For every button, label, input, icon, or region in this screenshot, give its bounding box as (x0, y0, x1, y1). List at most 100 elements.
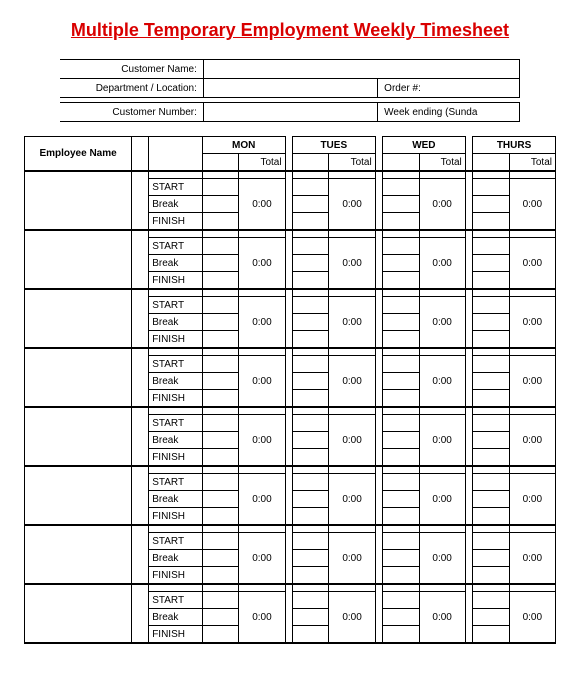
time-cell[interactable] (292, 356, 329, 373)
time-cell[interactable] (202, 567, 239, 585)
employee-name-cell[interactable] (25, 230, 132, 289)
time-cell[interactable] (473, 550, 510, 567)
time-cell[interactable] (292, 491, 329, 508)
employee-name-cell[interactable] (25, 348, 132, 407)
time-cell[interactable] (202, 626, 239, 644)
time-cell[interactable] (292, 550, 329, 567)
time-cell[interactable] (382, 491, 419, 508)
time-cell[interactable] (382, 474, 419, 491)
customer-name-value[interactable] (203, 60, 519, 79)
time-cell[interactable] (292, 415, 329, 432)
time-cell[interactable] (473, 297, 510, 314)
time-cell[interactable] (382, 609, 419, 626)
time-cell[interactable] (292, 567, 329, 585)
time-cell[interactable] (202, 432, 239, 449)
time-cell[interactable] (292, 474, 329, 491)
time-cell[interactable] (382, 213, 419, 231)
time-cell[interactable] (473, 373, 510, 390)
time-cell[interactable] (473, 238, 510, 255)
time-cell[interactable] (202, 592, 239, 609)
employee-name-cell[interactable] (25, 466, 132, 525)
time-cell[interactable] (292, 390, 329, 408)
time-cell[interactable] (202, 474, 239, 491)
time-cell[interactable] (473, 567, 510, 585)
time-cell[interactable] (382, 297, 419, 314)
time-cell[interactable] (382, 508, 419, 526)
time-cell[interactable] (473, 508, 510, 526)
time-cell[interactable] (202, 272, 239, 290)
time-cell[interactable] (473, 390, 510, 408)
time-cell[interactable] (202, 179, 239, 196)
time-cell[interactable] (292, 508, 329, 526)
time-cell[interactable] (473, 474, 510, 491)
time-cell[interactable] (292, 432, 329, 449)
time-cell[interactable] (382, 272, 419, 290)
time-cell[interactable] (382, 567, 419, 585)
time-cell[interactable] (473, 533, 510, 550)
time-cell[interactable] (473, 449, 510, 467)
time-cell[interactable] (473, 415, 510, 432)
time-cell[interactable] (473, 179, 510, 196)
employee-name-cell[interactable] (25, 289, 132, 348)
time-cell[interactable] (382, 533, 419, 550)
time-cell[interactable] (473, 331, 510, 349)
time-cell[interactable] (202, 213, 239, 231)
time-cell[interactable] (202, 297, 239, 314)
time-cell[interactable] (292, 272, 329, 290)
time-cell[interactable] (202, 238, 239, 255)
order-cell[interactable]: Order #: (378, 79, 520, 98)
time-cell[interactable] (473, 432, 510, 449)
time-cell[interactable] (473, 255, 510, 272)
time-cell[interactable] (202, 196, 239, 213)
time-cell[interactable] (202, 356, 239, 373)
time-cell[interactable] (202, 533, 239, 550)
time-cell[interactable] (473, 196, 510, 213)
time-cell[interactable] (292, 533, 329, 550)
time-cell[interactable] (202, 255, 239, 272)
time-cell[interactable] (473, 609, 510, 626)
employee-name-cell[interactable] (25, 525, 132, 584)
time-cell[interactable] (292, 373, 329, 390)
time-cell[interactable] (292, 449, 329, 467)
time-cell[interactable] (473, 314, 510, 331)
time-cell[interactable] (202, 415, 239, 432)
time-cell[interactable] (202, 449, 239, 467)
time-cell[interactable] (382, 331, 419, 349)
employee-name-cell[interactable] (25, 171, 132, 230)
time-cell[interactable] (202, 331, 239, 349)
time-cell[interactable] (473, 272, 510, 290)
time-cell[interactable] (382, 196, 419, 213)
time-cell[interactable] (382, 415, 419, 432)
time-cell[interactable] (292, 592, 329, 609)
time-cell[interactable] (382, 592, 419, 609)
time-cell[interactable] (473, 491, 510, 508)
time-cell[interactable] (202, 508, 239, 526)
time-cell[interactable] (382, 179, 419, 196)
time-cell[interactable] (292, 179, 329, 196)
customer-number-value[interactable] (203, 103, 377, 122)
employee-name-cell[interactable] (25, 584, 132, 643)
time-cell[interactable] (382, 449, 419, 467)
time-cell[interactable] (382, 550, 419, 567)
time-cell[interactable] (292, 213, 329, 231)
time-cell[interactable] (202, 550, 239, 567)
time-cell[interactable] (292, 609, 329, 626)
time-cell[interactable] (382, 373, 419, 390)
time-cell[interactable] (473, 626, 510, 644)
time-cell[interactable] (292, 626, 329, 644)
time-cell[interactable] (292, 297, 329, 314)
time-cell[interactable] (292, 314, 329, 331)
time-cell[interactable] (292, 255, 329, 272)
time-cell[interactable] (382, 255, 419, 272)
time-cell[interactable] (473, 592, 510, 609)
employee-name-cell[interactable] (25, 407, 132, 466)
time-cell[interactable] (382, 626, 419, 644)
time-cell[interactable] (473, 213, 510, 231)
time-cell[interactable] (382, 356, 419, 373)
time-cell[interactable] (292, 238, 329, 255)
time-cell[interactable] (202, 373, 239, 390)
time-cell[interactable] (382, 390, 419, 408)
time-cell[interactable] (202, 390, 239, 408)
dept-value[interactable] (203, 79, 377, 98)
time-cell[interactable] (202, 609, 239, 626)
